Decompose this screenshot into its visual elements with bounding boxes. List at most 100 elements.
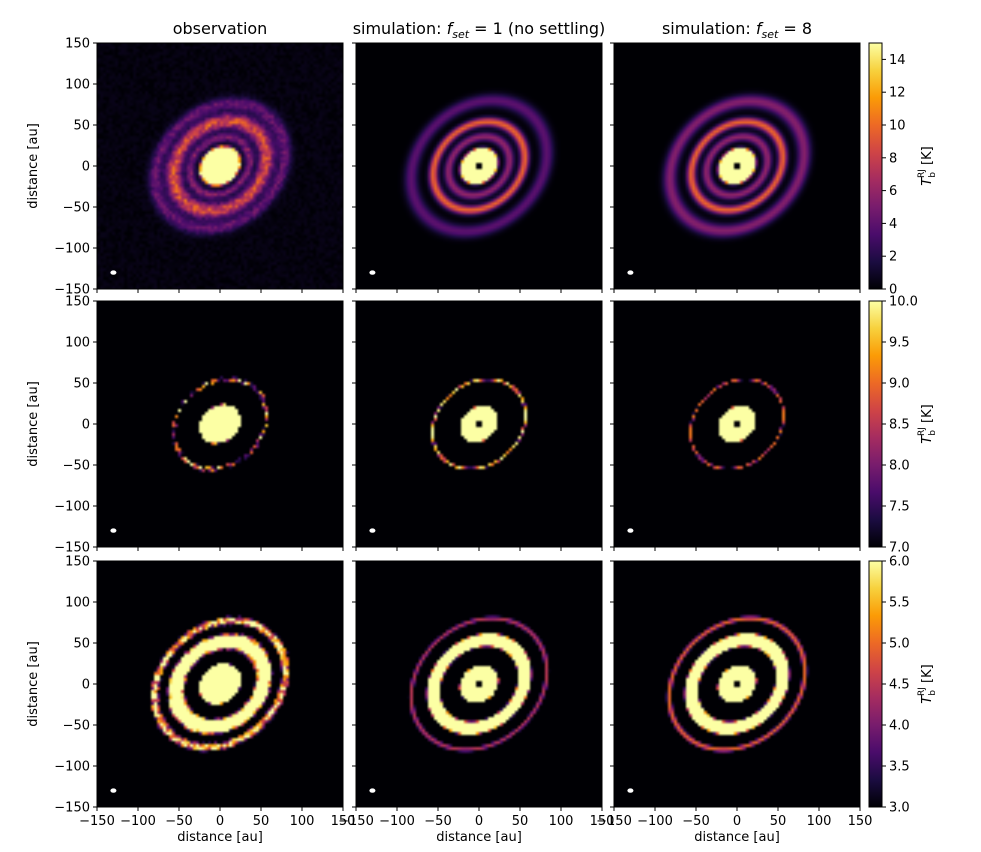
colorbar-tick-label: 4 [889,217,897,232]
x-tick-label: 100 [807,814,832,829]
x-tick-label: 150 [331,814,356,829]
beam-marker [627,270,634,275]
x-tick-label: −50 [682,814,709,829]
y-tick-label: 100 [65,78,90,93]
y-tick-label: 50 [73,637,90,652]
colorbar-tick-label: 8 [889,151,897,166]
x-tick-label: 100 [549,814,574,829]
beam-marker [627,788,634,793]
x-tick-label: 150 [848,814,873,829]
colorbar-tick-label: 14 [889,53,906,68]
heatmap-image [356,561,602,807]
x-tick-label: −50 [165,814,192,829]
beam-marker [369,528,376,533]
colorbar-gradient [868,300,883,548]
x-axis-label: distance [au] [694,830,780,845]
colorbar-tick-label: 4.5 [889,678,910,693]
y-axis-label: distance [au] [26,123,41,209]
colorbar-tick-label: 4.0 [889,719,910,734]
y-tick-label: −100 [54,500,90,515]
x-tick-label: 0 [475,814,483,829]
y-tick-label: −100 [54,242,90,257]
x-tick-label: 50 [770,814,787,829]
x-tick-label: −100 [637,814,673,829]
x-axis-label: distance [au] [436,830,522,845]
colorbar: 0 2 4 6 8 10 12 14 TbRJ [K] [868,42,938,298]
colorbar-tick-label: 9.5 [889,336,910,351]
colorbar-tick-label: 3.0 [889,801,910,816]
beam-marker [110,788,117,793]
beam-marker [369,270,376,275]
x-tick-label: 0 [216,814,224,829]
heatmap-panel [610,42,861,293]
heatmap-panel: −150 −100 −50 0 50 100 150 −150 −100 −50 0 50 100 150… [26,555,355,846]
colorbar-tick-label: 9.0 [889,377,910,392]
y-tick-label: 50 [73,377,90,392]
column-title: simulation: fset = 1 (no settling) [353,19,606,41]
x-tick-label: −150 [338,814,374,829]
y-tick-label: 150 [65,295,90,310]
heatmap-image [614,301,860,547]
colorbar-tick-label: 7.5 [889,500,910,515]
colorbar-label: TbRJ [K] [917,664,938,703]
y-tick-label: −150 [54,801,90,816]
beam-marker [110,528,117,533]
x-tick-label: −150 [596,814,632,829]
colorbar-label: TbRJ [K] [917,404,938,443]
colorbar: 3.0 3.5 4.0 4.5 5.0 5.5 6.0 TbRJ [K] [868,555,938,816]
heatmap-panel: −150 −100 −50 0 50 100 150 distance [au] [26,295,344,556]
heatmap-image [356,43,602,289]
colorbar-tick-label: 12 [889,86,906,101]
heatmap-panel: −150 −100 −50 0 50 100 150 distance [au] [596,560,873,845]
y-tick-label: −50 [63,459,90,474]
x-axis-label: distance [au] [177,830,263,845]
x-tick-label: −150 [79,814,115,829]
heatmap-image [614,43,860,289]
colorbar-gradient [868,42,883,290]
y-tick-label: −150 [54,283,90,298]
column-title: observation [173,19,268,38]
colorbar-tick-label: 2 [889,250,897,265]
heatmap-panel [352,42,603,293]
colorbar-tick-label: 8.0 [889,459,910,474]
colorbar-tick-label: 3.5 [889,760,910,775]
y-tick-label: 0 [82,678,90,693]
colorbar-label: TbRJ [K] [917,146,938,185]
heatmap-panel [610,300,861,551]
y-tick-label: −100 [54,760,90,775]
y-axis-label: distance [au] [26,381,41,467]
y-tick-label: 50 [73,119,90,134]
y-tick-label: 0 [82,418,90,433]
colorbar-tick-label: 10 [889,119,906,134]
colorbar-tick-label: 0 [889,283,897,298]
colorbar-gradient [868,560,883,808]
colorbar-tick-label: 10.0 [889,295,918,310]
y-tick-label: 100 [65,596,90,611]
x-tick-label: 50 [512,814,529,829]
heatmap-image [97,301,343,547]
colorbar: 7.0 7.5 8.0 8.5 9.0 9.5 10.0 TbRJ [K] [868,295,938,556]
x-tick-label: −100 [120,814,156,829]
heatmap-image [614,561,860,807]
colorbar-tick-label: 6 [889,184,897,199]
y-axis-label: distance [au] [26,641,41,727]
colorbar-tick-label: 7.0 [889,541,910,556]
y-tick-label: 150 [65,37,90,52]
x-tick-label: 150 [590,814,615,829]
heatmap-image [356,301,602,547]
x-tick-label: −50 [424,814,451,829]
heatmap-panel [352,300,603,551]
colorbar-tick-label: 5.5 [889,596,910,611]
x-tick-label: −100 [379,814,415,829]
y-tick-label: −150 [54,541,90,556]
colorbar-tick-label: 6.0 [889,555,910,570]
y-tick-label: 0 [82,160,90,175]
heatmap-panel: −150 −100 −50 0 50 100 150 distance [au] [338,560,615,845]
y-tick-label: 100 [65,336,90,351]
x-tick-label: 100 [290,814,315,829]
y-tick-label: −50 [63,201,90,216]
beam-marker [110,270,117,275]
heatmap-panel: −150 −100 −50 0 50 100 150 distance [au] [26,37,344,298]
heatmap-image [97,43,343,289]
